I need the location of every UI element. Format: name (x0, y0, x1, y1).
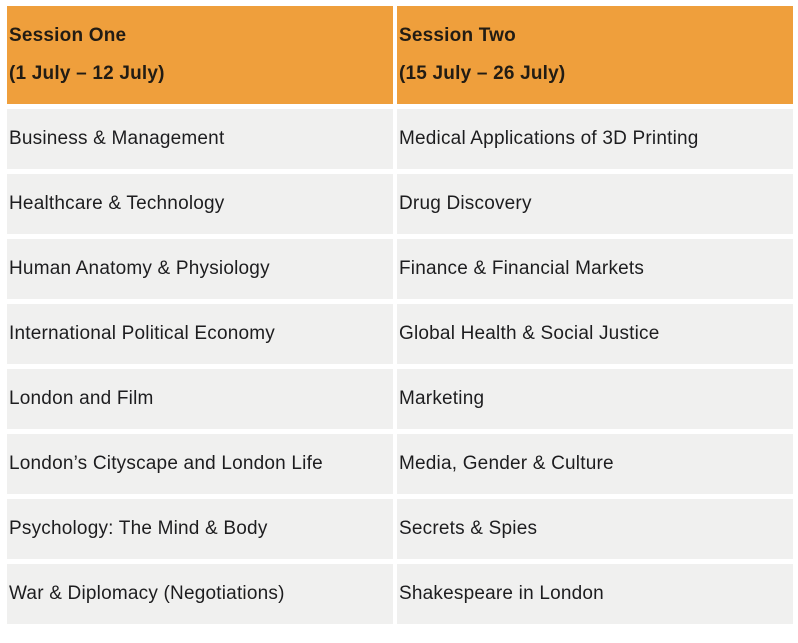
session-two-title: Session Two (399, 25, 516, 46)
course-cell-session2-row6: Media, Gender & Culture (397, 434, 793, 494)
course-cell-session2-row2: Drug Discovery (397, 174, 793, 234)
course-cell-session1-row4: International Political Economy (7, 304, 393, 364)
course-cell-session1-row7: Psychology: The Mind & Body (7, 499, 393, 559)
course-cell-session2-row1: Medical Applications of 3D Printing (397, 109, 793, 169)
course-cell-session2-row7: Secrets & Spies (397, 499, 793, 559)
course-cell-session2-row8: Shakespeare in London (397, 564, 793, 624)
session-two-dates: (15 July – 26 July) (399, 63, 566, 84)
session-one-title: Session One (9, 25, 127, 46)
course-cell-session2-row5: Marketing (397, 369, 793, 429)
course-cell-session1-row3: Human Anatomy & Physiology (7, 239, 393, 299)
course-schedule-table: Session One (1 July – 12 July) Session T… (7, 6, 793, 624)
course-cell-session2-row3: Finance & Financial Markets (397, 239, 793, 299)
course-cell-session1-row1: Business & Management (7, 109, 393, 169)
session-two-header: Session Two (15 July – 26 July) (397, 6, 793, 104)
course-cell-session1-row2: Healthcare & Technology (7, 174, 393, 234)
course-cell-session1-row8: War & Diplomacy (Negotiations) (7, 564, 393, 624)
course-cell-session2-row4: Global Health & Social Justice (397, 304, 793, 364)
course-cell-session1-row6: London’s Cityscape and London Life (7, 434, 393, 494)
session-one-header: Session One (1 July – 12 July) (7, 6, 393, 104)
session-one-dates: (1 July – 12 July) (9, 63, 165, 84)
course-cell-session1-row5: London and Film (7, 369, 393, 429)
